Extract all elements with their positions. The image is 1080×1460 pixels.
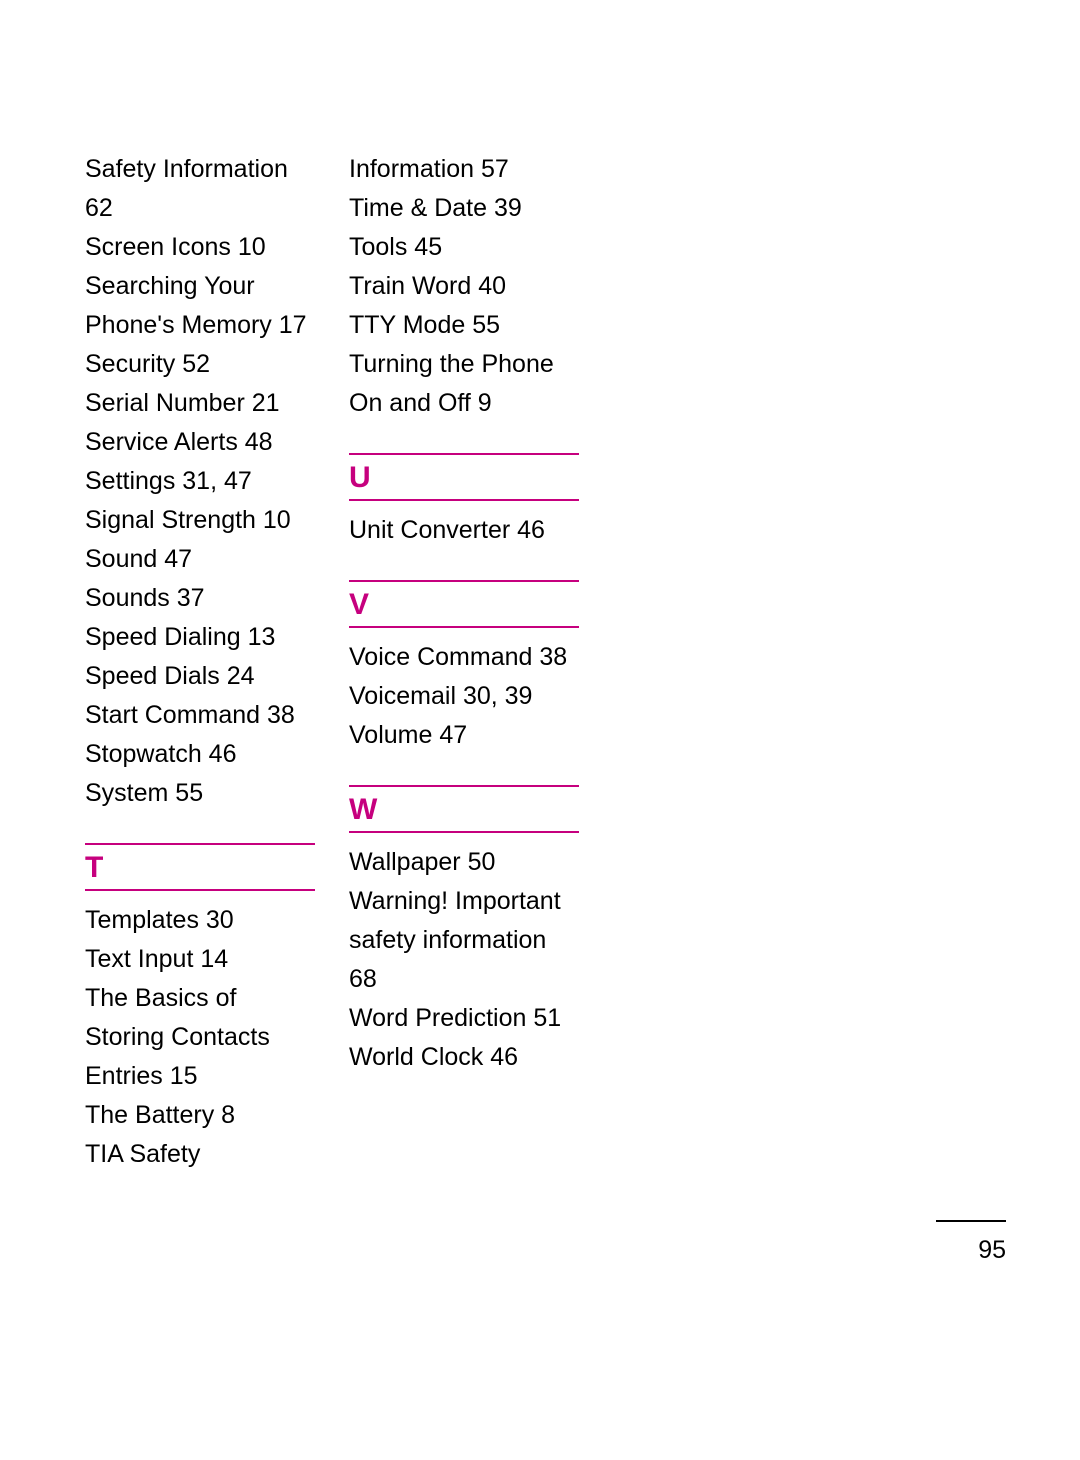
index-entry: Stopwatch 46 [85, 735, 315, 774]
index-section: V Voice Command 38Voicemail 30, 39Volume … [349, 580, 579, 755]
index-section-letter: U [349, 453, 579, 501]
index-entry: System 55 [85, 774, 315, 813]
index-entry: Volume 47 [349, 716, 579, 755]
index-entry: Sounds 37 [85, 579, 315, 618]
footer-rule [936, 1220, 1006, 1222]
index-entry: Voicemail 30, 39 [349, 677, 579, 716]
index-section: T Templates 30Text Input 14The Basics of … [85, 843, 315, 1174]
index-section-letter: V [349, 580, 579, 628]
index-entry: Text Input 14 [85, 940, 315, 979]
index-section-letter: W [349, 785, 579, 833]
index-column: Information 57Time & Date 39Tools 45Trai… [349, 150, 579, 1174]
index-entry: Serial Number 21 [85, 384, 315, 423]
index-entry: Templates 30 [85, 901, 315, 940]
index-entry: The Battery 8 [85, 1096, 315, 1135]
index-entry: Warning! Important safety information 68 [349, 882, 579, 999]
page-number: 95 [978, 1236, 1006, 1265]
index-entry: Safety Information 62 [85, 150, 315, 228]
index-entry: TTY Mode 55 [349, 306, 579, 345]
index-entry: Voice Command 38 [349, 638, 579, 677]
index-entry: Service Alerts 48 [85, 423, 315, 462]
index-entry: Sound 47 [85, 540, 315, 579]
index-entry: Wallpaper 50 [349, 843, 579, 882]
index-entry: Searching Your Phone's Memory 17 [85, 267, 315, 345]
index-entry: World Clock 46 [349, 1038, 579, 1077]
index-entry: Unit Converter 46 [349, 511, 579, 550]
index-section-letter: T [85, 843, 315, 891]
index-entry: Speed Dialing 13 [85, 618, 315, 657]
index-entry: Signal Strength 10 [85, 501, 315, 540]
index-entry: Start Command 38 [85, 696, 315, 735]
index-entry: Tools 45 [349, 228, 579, 267]
index-page: Safety Information 62Screen Icons 10Sear… [0, 0, 1080, 1460]
index-entry: Train Word 40 [349, 267, 579, 306]
index-entry: Turning the Phone On and Off 9 [349, 345, 579, 423]
index-entry: Time & Date 39 [349, 189, 579, 228]
index-entry: TIA Safety [85, 1135, 315, 1174]
index-entry: Information 57 [349, 150, 579, 189]
index-entry: Security 52 [85, 345, 315, 384]
index-entry: Settings 31, 47 [85, 462, 315, 501]
index-entry: Word Prediction 51 [349, 999, 579, 1038]
index-entry: The Basics of Storing Contacts Entries 1… [85, 979, 315, 1096]
index-column: Safety Information 62Screen Icons 10Sear… [85, 150, 315, 1174]
index-columns: Safety Information 62Screen Icons 10Sear… [85, 150, 579, 1174]
index-section: U Unit Converter 46 [349, 453, 579, 550]
index-entry: Speed Dials 24 [85, 657, 315, 696]
index-entry: Screen Icons 10 [85, 228, 315, 267]
index-section: W Wallpaper 50Warning! Important safety i… [349, 785, 579, 1077]
